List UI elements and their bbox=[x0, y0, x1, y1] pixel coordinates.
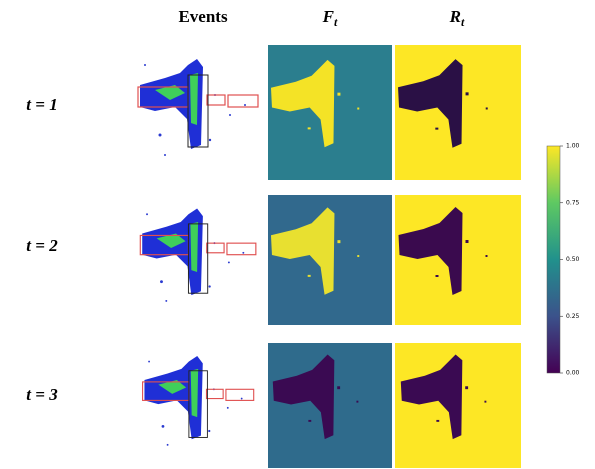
figure: Events Ft Rt t = 1 t = 2 t = 3 0.00 0.25 0… bbox=[0, 0, 595, 469]
events-image bbox=[143, 356, 254, 446]
colorbar-tick-label: 0.50 bbox=[566, 256, 580, 263]
events-image bbox=[138, 59, 258, 156]
colorbar-tick-label: 1.00 bbox=[566, 143, 580, 150]
column-header: Rt bbox=[449, 7, 465, 29]
column-header: Events bbox=[178, 7, 228, 26]
colorbar-tick-label: 0.75 bbox=[566, 199, 580, 206]
row-label: t = 3 bbox=[26, 385, 58, 404]
row-label: t = 2 bbox=[26, 236, 58, 255]
column-header: Ft bbox=[322, 7, 338, 29]
events-image bbox=[140, 208, 256, 301]
colorbar-tick-label: 0.00 bbox=[566, 370, 580, 377]
colorbar-tick-label: 0.25 bbox=[566, 313, 580, 320]
row-label: t = 1 bbox=[26, 95, 57, 114]
colorbar bbox=[547, 146, 560, 373]
